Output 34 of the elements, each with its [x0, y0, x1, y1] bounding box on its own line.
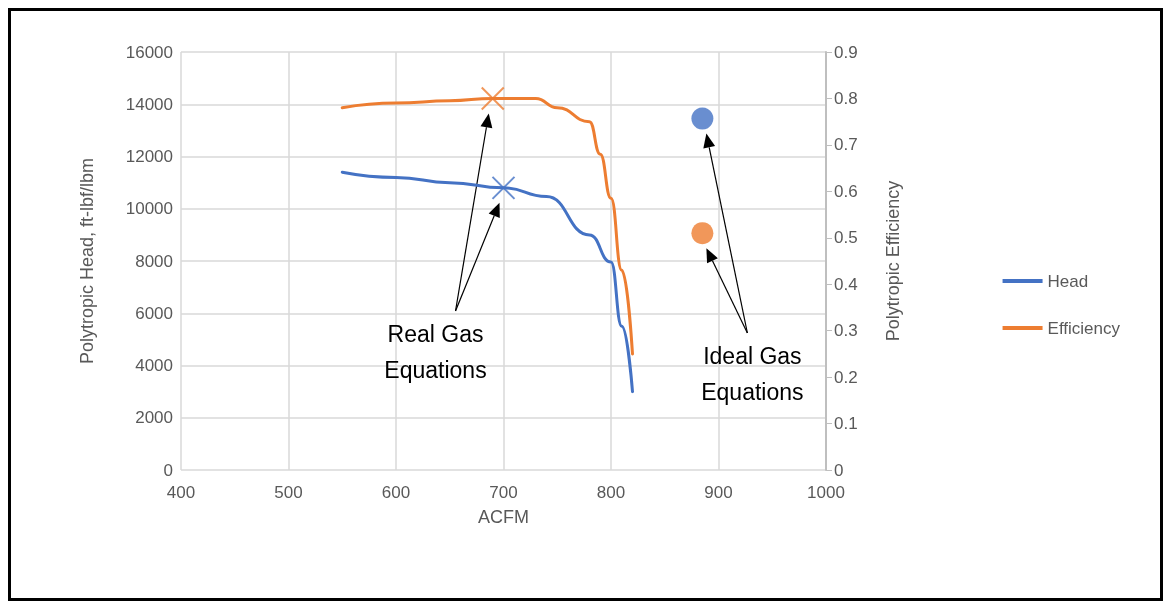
y-tick-label: 16000	[125, 42, 173, 62]
legend-label: Head	[1047, 271, 1089, 291]
legend-label: Efficiency	[1047, 318, 1121, 338]
annotation: Ideal Gas Equations	[701, 343, 804, 405]
y-axis-title: Polytropic Head, ft-lbf/lbm	[77, 157, 97, 365]
y2-tick-label: 0.1	[834, 414, 858, 434]
y-tick-label: 14000	[125, 94, 173, 114]
y2-tick-label: 0.6	[834, 181, 858, 201]
y-tick-label: 12000	[125, 147, 173, 166]
x-tick-label: 800	[596, 483, 626, 502]
x-axis-title: ACFM	[478, 507, 529, 527]
y2-tick-label: 0.2	[834, 367, 858, 387]
y2-tick-label: 0.9	[834, 42, 858, 62]
y-tick-label: 4000	[135, 356, 173, 375]
y-tick-label: 6000	[135, 303, 173, 323]
y2-tick-label: 0	[834, 460, 844, 480]
y2-tick-label: 0.7	[834, 135, 858, 155]
y-tick-label: 10000	[125, 199, 173, 219]
x-tick-label: 1000	[807, 483, 845, 502]
x-tick-label: 900	[704, 483, 733, 502]
annotation: Real Gas Equations	[384, 321, 487, 383]
y2-tick-label: 0.3	[834, 321, 858, 341]
y2-tick-label: 0.5	[834, 228, 858, 248]
y-tick-label: 2000	[135, 408, 173, 428]
y2-tick-label: 0.8	[834, 88, 858, 108]
x-tick-label: 500	[274, 483, 303, 502]
x-tick-label: 400	[166, 483, 196, 502]
x-tick-label: 700	[489, 483, 518, 502]
y2-tick-label: 0.4	[834, 274, 858, 294]
line-series	[340, 170, 634, 394]
y-tick-label: 0	[163, 460, 173, 480]
x-tick-label: 600	[381, 483, 411, 502]
y2-axis-title: Polytropic Efficiency	[883, 180, 903, 342]
y-tick-label: 8000	[135, 251, 173, 271]
